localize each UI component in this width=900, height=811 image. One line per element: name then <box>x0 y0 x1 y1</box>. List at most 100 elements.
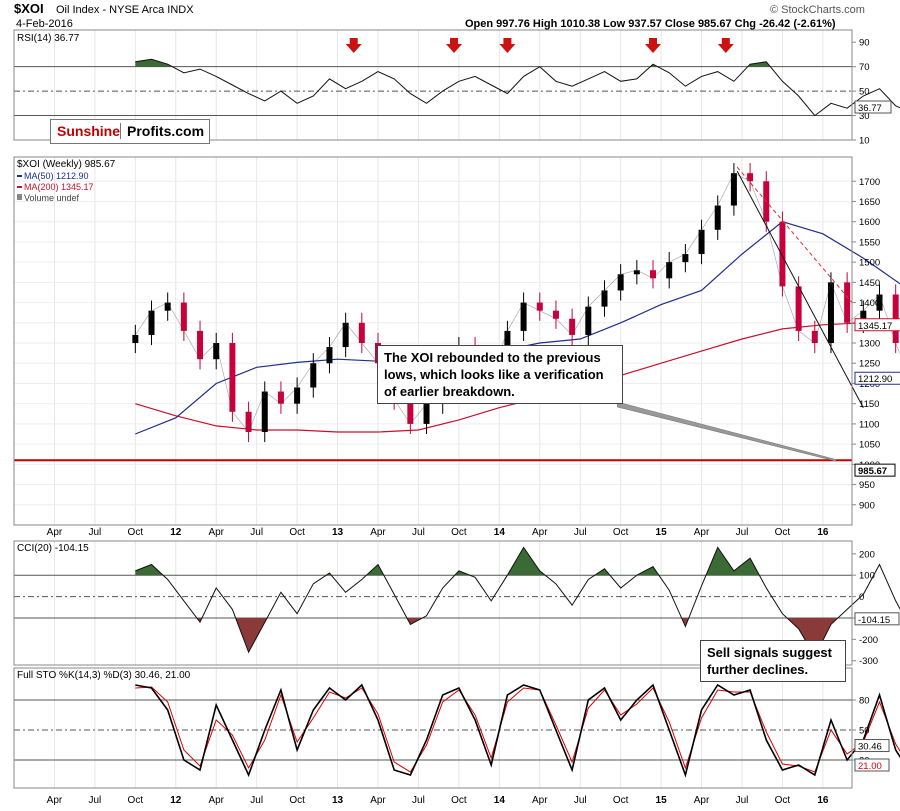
price-candle-2 <box>164 302 171 311</box>
sto-xlabel-8: Apr <box>370 795 386 806</box>
price-xlabel-16: Apr <box>694 527 710 538</box>
price-last-value: 985.67 <box>858 466 887 477</box>
ma200-last-value-box <box>854 318 900 332</box>
price-ticklabel-12: 1500 <box>859 258 880 269</box>
cci-ticklabel-3: 0 <box>859 592 864 603</box>
annotation-line-2: lows, which looks like a verification <box>384 367 604 382</box>
price-candle-10 <box>294 387 301 404</box>
xoi-annotation: The XOI rebounded to the previous lows, … <box>377 345 623 404</box>
volume-legend-swatch <box>17 194 22 200</box>
price-xlabel-4: Apr <box>208 527 224 538</box>
price-xlabel-8: Apr <box>370 527 386 538</box>
price-panel-frame <box>13 156 853 526</box>
price-xlabel-0: Apr <box>47 527 63 538</box>
sell-arrow-icon-3 <box>645 38 662 53</box>
rsi-ticklabel-0: 10 <box>859 136 870 147</box>
cci-title: CCI(20) -104.15 <box>17 543 89 554</box>
rsi-ticklabel-4: 90 <box>859 38 870 49</box>
cci-ticklabel-1: -200 <box>859 635 878 646</box>
price-xlabel-3: 12 <box>170 527 182 538</box>
sell-line-2: further declines. <box>707 662 809 677</box>
ma50-last-value-box <box>854 371 900 385</box>
price-candle-29 <box>601 290 608 307</box>
sto-xlabel-17: Jul <box>736 795 749 806</box>
price-candle-7 <box>245 411 252 432</box>
price-candle-34 <box>682 254 689 263</box>
price-xlabel-6: Oct <box>289 527 305 538</box>
price-candle-26 <box>552 310 559 319</box>
black-trendline <box>736 170 864 408</box>
price-xlabel-18: Oct <box>775 527 791 538</box>
sell-arrow-icon-4 <box>717 38 734 53</box>
price-xlabel-13: Jul <box>574 527 587 538</box>
price-candle-4 <box>197 330 204 360</box>
price-candle-35 <box>698 229 705 255</box>
price-xlabel-7: 13 <box>332 527 344 538</box>
price-candle-0 <box>132 334 139 344</box>
annotation-pointer <box>617 401 837 462</box>
price-candle-14 <box>358 322 365 344</box>
price-candle-6 <box>229 343 236 412</box>
sto-xlabel-2: Oct <box>128 795 144 806</box>
price-candle-36 <box>714 205 721 230</box>
price-candle-45 <box>860 310 867 323</box>
price-ticklabel-16: 1700 <box>859 177 880 188</box>
sto-xlabel-6: Oct <box>289 795 305 806</box>
sto-xlabel-4: Apr <box>208 795 224 806</box>
price-candle-5 <box>213 343 220 360</box>
sto-k-last-value: 30.46 <box>858 742 882 753</box>
sto-xlabel-0: Apr <box>47 795 63 806</box>
price-candle-46 <box>876 294 883 311</box>
sell-arrow-icon-0 <box>345 38 362 53</box>
cci-last-value: -104.15 <box>858 615 890 626</box>
price-ticklabel-7: 1250 <box>859 359 880 370</box>
price-xlabel-10: Oct <box>451 527 467 538</box>
ma50-line <box>135 221 900 435</box>
price-candle-38 <box>747 173 754 182</box>
price-candle-13 <box>342 322 349 348</box>
price-candle-31 <box>633 270 640 275</box>
sto-xlabel-16: Apr <box>694 795 710 806</box>
price-candle-33 <box>666 262 673 279</box>
annotation-line-1: The XOI rebounded to the previous <box>384 350 601 365</box>
rsi-line <box>135 58 900 117</box>
sto-ticklabel-2: 80 <box>859 696 870 707</box>
copyright: © StockCharts.com <box>770 4 865 16</box>
chart-name: Oil Index - NYSE Arca INDX <box>56 4 194 16</box>
price-ticklabel-1: 950 <box>859 480 875 491</box>
sto-xlabel-1: Jul <box>88 795 101 806</box>
price-candle-27 <box>569 318 576 335</box>
cci-panel-frame <box>13 540 853 666</box>
annotation-line-3: of earlier breakdown. <box>384 384 515 399</box>
rsi-last-value-box <box>854 100 892 114</box>
price-xlabel-14: Oct <box>613 527 629 538</box>
price-candle-40 <box>779 221 786 287</box>
rsi-ticklabel-2: 50 <box>859 87 870 98</box>
price-xlabel-12: Apr <box>532 527 548 538</box>
price-ticklabel-13: 1550 <box>859 237 880 248</box>
sto-ticklabel-1: 50 <box>859 726 870 737</box>
price-xlabel-1: Jul <box>88 527 101 538</box>
cci-line <box>135 546 900 658</box>
rsi-title: RSI(14) 36.77 <box>17 33 80 44</box>
price-ticklabel-8: 1300 <box>859 339 880 350</box>
price-xlabel-9: Jul <box>412 527 425 538</box>
price-ticklabel-14: 1600 <box>859 217 880 228</box>
price-candle-30 <box>617 274 624 291</box>
volume-legend: Volume undef <box>24 193 80 203</box>
cci-ticklabel-5: 200 <box>859 549 875 560</box>
price-xlabel-17: Jul <box>736 527 749 538</box>
sto-d-last-value: 21.00 <box>858 761 882 772</box>
price-candle-41 <box>795 286 802 331</box>
sto-xlabel-9: Jul <box>412 795 425 806</box>
rsi-overbought-fill <box>135 59 771 67</box>
ma200-legend: MA(200) 1345.17 <box>24 182 94 192</box>
rsi-ticklabel-1: 30 <box>859 111 870 122</box>
price-ticklabel-3: 1050 <box>859 440 880 451</box>
price-candle-17 <box>407 399 414 424</box>
ma50-legend: MA(50) 1212.90 <box>24 171 89 181</box>
price-xlabel-15: 15 <box>656 527 668 538</box>
chart-date: 4-Feb-2016 <box>16 18 73 30</box>
price-last-value-box <box>854 463 896 477</box>
price-ticklabel-5: 1150 <box>859 399 879 410</box>
